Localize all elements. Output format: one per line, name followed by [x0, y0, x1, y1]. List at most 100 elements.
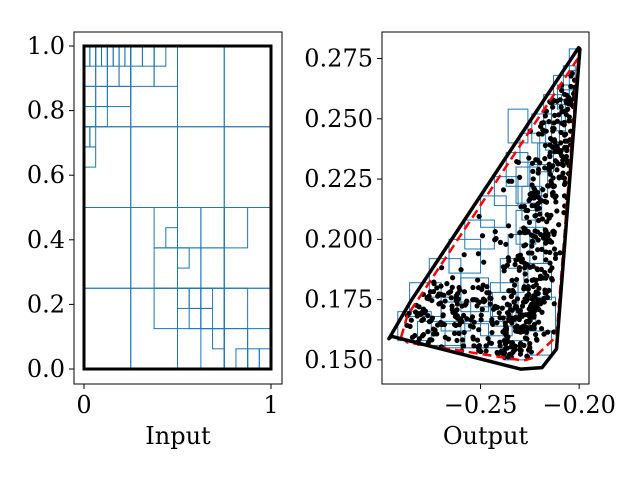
output-point [483, 348, 489, 354]
output-point [521, 229, 528, 235]
output-point [551, 137, 558, 143]
output-point [522, 271, 528, 277]
output-axes-frame [381, 31, 590, 385]
output-point [515, 159, 522, 166]
output-point [558, 129, 564, 136]
output-point [529, 308, 536, 314]
output-point [539, 246, 545, 253]
output-point [463, 301, 469, 307]
output-point [521, 323, 527, 329]
output-point [542, 227, 548, 233]
output-point [535, 194, 542, 201]
output-point [548, 212, 554, 218]
output-point [562, 180, 568, 186]
output-point [478, 312, 484, 318]
output-point [506, 258, 512, 264]
output-point [543, 257, 549, 263]
output-x-ticks: −0.25 −0.20 [444, 384, 616, 419]
output-point [542, 231, 548, 237]
output-point [513, 276, 520, 283]
output-point [542, 193, 549, 199]
output-point [424, 295, 430, 301]
output-point [442, 298, 448, 304]
output-point [539, 216, 546, 222]
output-point [558, 104, 564, 110]
output-point [440, 304, 446, 310]
output-point [496, 310, 502, 316]
output-point [487, 340, 493, 346]
output-point [516, 267, 522, 273]
output-point [557, 250, 563, 256]
output-point [471, 343, 477, 349]
output-point [545, 329, 551, 335]
output-point [506, 311, 512, 317]
output-point [474, 303, 480, 309]
output-point [551, 301, 557, 307]
output-point [416, 304, 422, 310]
output-point [558, 87, 565, 94]
output-point [467, 323, 473, 329]
input-y-ticks: 0.0 0.2 0.4 0.6 0.8 1.0 [27, 32, 74, 383]
output-point [507, 306, 513, 313]
y-tick-label: 0.275 [304, 45, 373, 73]
output-point [428, 317, 434, 324]
output-point [450, 275, 456, 281]
output-point [550, 229, 556, 235]
output-point [568, 73, 574, 79]
output-point [479, 306, 485, 312]
output-point [456, 330, 462, 337]
output-point [434, 285, 440, 291]
output-point [553, 251, 559, 257]
output-point [514, 296, 521, 302]
output-point [517, 174, 523, 180]
output-point [531, 312, 537, 319]
output-point [529, 194, 535, 200]
output-point [475, 251, 481, 257]
output-point [536, 131, 542, 137]
output-point [461, 329, 467, 336]
output-point [479, 233, 486, 239]
output-point [529, 243, 535, 249]
output-point [522, 335, 528, 341]
input-axes-frame [73, 31, 283, 385]
output-point [517, 307, 523, 314]
output-point [503, 323, 509, 329]
output-point [431, 281, 437, 287]
output-point [541, 295, 547, 301]
x-tick-label: 1 [263, 391, 278, 419]
output-point [526, 197, 532, 204]
y-tick-label: 0.250 [304, 105, 373, 133]
output-point [551, 120, 557, 126]
output-point [497, 343, 503, 349]
output-point [481, 259, 487, 265]
output-point [552, 149, 558, 155]
output-point [504, 262, 510, 268]
output-point [508, 233, 514, 239]
output-point [480, 282, 486, 288]
x-tick-label: 0 [76, 391, 91, 419]
output-point [552, 112, 558, 118]
output-point [543, 128, 549, 134]
output-point [523, 329, 530, 335]
output-point [537, 273, 544, 279]
output-point [543, 249, 549, 255]
output-box [515, 166, 541, 204]
output-point [448, 295, 454, 301]
output-point [501, 295, 507, 301]
output-point [552, 255, 559, 261]
output-point [442, 334, 448, 340]
output-point [529, 160, 535, 166]
output-point [476, 213, 482, 220]
y-tick-label: 0.225 [304, 165, 373, 193]
output-point [532, 228, 538, 234]
output-point [529, 203, 535, 209]
output-point [522, 260, 528, 266]
output-point [535, 247, 541, 253]
output-point [549, 277, 555, 283]
output-point [497, 239, 504, 245]
output-point [558, 148, 564, 154]
output-point [492, 229, 498, 235]
output-point [512, 261, 518, 268]
y-tick-label: 0.4 [27, 226, 65, 254]
